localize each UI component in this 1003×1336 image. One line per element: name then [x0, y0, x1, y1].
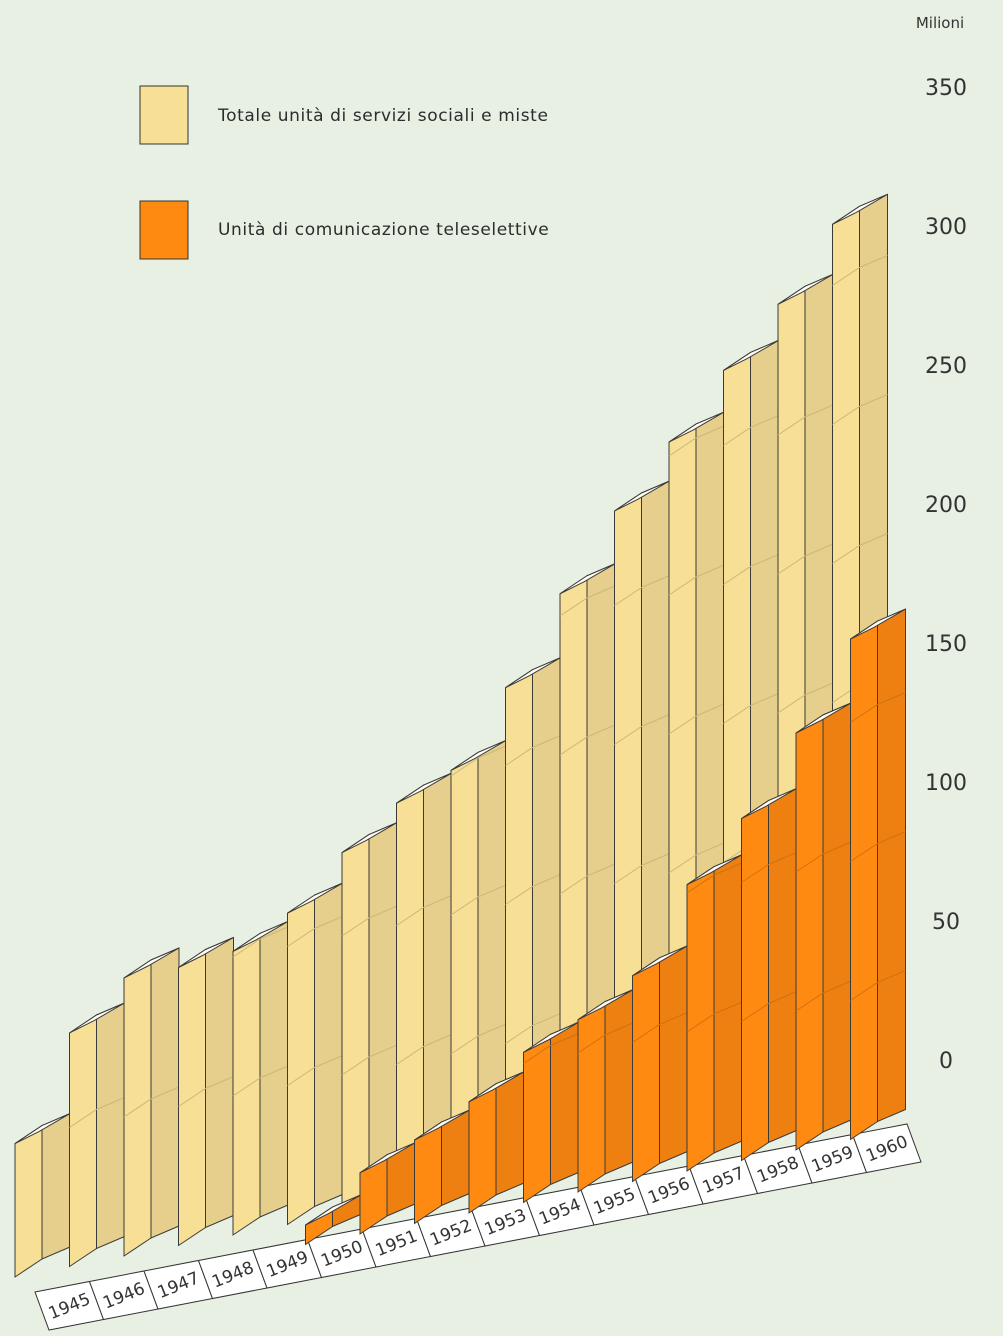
y-tick-label: 200	[925, 493, 967, 518]
legend-swatch-total	[139, 85, 189, 145]
bar-total	[14, 1112, 71, 1278]
bar-total	[450, 739, 507, 1194]
bar-teleselettive	[523, 1021, 579, 1204]
bar-total	[396, 772, 452, 1205]
year-strip: 1945 1946 1947 1948 1949 1950 1951 1952 1953 1954…	[34, 1123, 922, 1331]
legend-swatch-teleselettive	[139, 200, 189, 260]
bar-teleselettive	[741, 787, 797, 1162]
year-cell	[851, 1123, 922, 1174]
bar-total	[232, 920, 289, 1236]
legend: Totale unità di servizi sociali e miste …	[139, 85, 549, 260]
bar-teleselettive	[850, 608, 906, 1141]
legend-label-teleselettive: Unità di comunicazione teleselettive	[218, 220, 549, 240]
bar-total	[341, 821, 398, 1215]
y-tick-label: 250	[925, 354, 967, 379]
bars-layer	[14, 193, 906, 1278]
y-axis-unit-label: Milioni	[916, 14, 964, 32]
y-tick-label: 50	[932, 910, 960, 935]
bar-total	[69, 1002, 125, 1268]
bar-teleselettive	[795, 702, 852, 1151]
bar-teleselettive	[686, 853, 743, 1172]
y-tick-label: 0	[939, 1049, 953, 1074]
y-tick-label: 100	[925, 771, 967, 796]
bar-total	[287, 882, 343, 1226]
bar-teleselettive	[305, 1194, 361, 1246]
y-tick-label: 350	[925, 76, 967, 101]
legend-label-total: Totale unità di servizi sociali e miste	[217, 106, 549, 126]
bar-total	[178, 936, 234, 1247]
y-tick-label: 150	[925, 632, 967, 657]
bar-teleselettive	[632, 945, 688, 1183]
y-axis: Milioni 0 50 100 150 200 250 300 350	[916, 14, 967, 1074]
y-tick-label: 300	[925, 215, 967, 240]
bar-teleselettive	[577, 988, 634, 1193]
bar-total	[123, 947, 180, 1257]
bar-teleselettive	[359, 1142, 416, 1235]
